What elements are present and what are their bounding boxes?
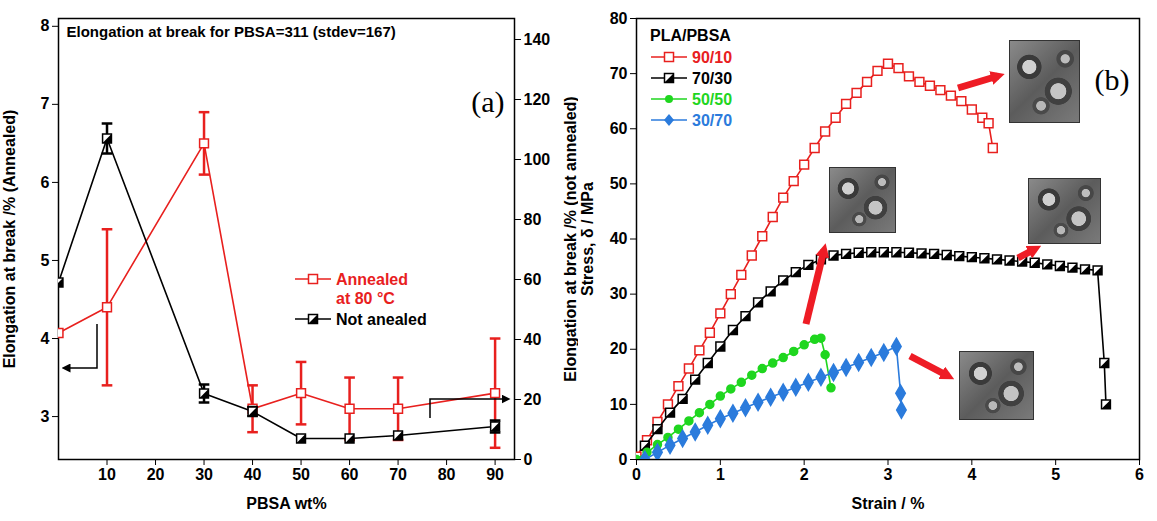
svg-text:Elongation at break /% (not an: Elongation at break /% (not annealed)	[562, 96, 579, 381]
html-text:PLA/PBSA: PLA/PBSA	[650, 27, 731, 44]
svg-text:2: 2	[800, 466, 809, 483]
svg-text:PBSA wt%: PBSA wt%	[246, 495, 326, 512]
html-text:30/70: 30/70	[692, 112, 732, 129]
svg-text:(b): (b)	[1095, 63, 1130, 97]
svg-text:4: 4	[967, 466, 976, 483]
svg-text:Strain / %: Strain / %	[852, 495, 925, 512]
svg-text:60: 60	[524, 271, 542, 288]
svg-text:40: 40	[610, 230, 628, 247]
html-text:Not anealed: Not anealed	[336, 311, 427, 328]
svg-text:8: 8	[41, 17, 50, 34]
svg-text:10: 10	[610, 395, 628, 412]
html-text:Annealed at 80 °C: Annealed at 80 °C	[336, 271, 408, 307]
svg-text:3: 3	[41, 408, 50, 425]
svg-text:0: 0	[524, 451, 533, 468]
svg-text:40: 40	[244, 466, 262, 483]
svg-text:80: 80	[610, 10, 628, 27]
svg-text:30: 30	[610, 285, 628, 302]
svg-text:50: 50	[610, 175, 628, 192]
svg-text:(a): (a)	[471, 85, 504, 119]
svg-text:60: 60	[341, 466, 359, 483]
svg-text:140: 140	[524, 31, 551, 48]
svg-text:40: 40	[524, 331, 542, 348]
svg-text:20: 20	[147, 466, 165, 483]
svg-text:50: 50	[292, 466, 310, 483]
html-text:70/30: 70/30	[692, 70, 732, 87]
svg-text:6: 6	[41, 174, 50, 191]
svg-text:80: 80	[438, 466, 456, 483]
svg-text:Elongation at break /% (Anneal: Elongation at break /% (Annealed)	[1, 110, 18, 369]
svg-text:0: 0	[619, 451, 628, 468]
svg-text:5: 5	[1051, 466, 1060, 483]
svg-text:3: 3	[884, 466, 893, 483]
svg-text:70: 70	[389, 466, 407, 483]
html-text:50/50: 50/50	[692, 91, 732, 108]
svg-text:70: 70	[610, 65, 628, 82]
svg-text:Elongation at break for PBSA=3: Elongation at break for PBSA=311 (stdev=…	[67, 23, 396, 40]
svg-text:4: 4	[41, 330, 50, 347]
svg-text:80: 80	[524, 211, 542, 228]
svg-text:20: 20	[524, 391, 542, 408]
svg-text:100: 100	[524, 151, 551, 168]
svg-text:0: 0	[632, 466, 641, 483]
svg-text:10: 10	[98, 466, 116, 483]
svg-text:Stress, δ / MPa: Stress, δ / MPa	[579, 182, 596, 296]
svg-text:20: 20	[610, 340, 628, 357]
svg-text:6: 6	[1135, 466, 1144, 483]
svg-text:30: 30	[195, 466, 213, 483]
html-text:90/10: 90/10	[692, 49, 732, 66]
svg-text:120: 120	[524, 91, 551, 108]
svg-text:1: 1	[716, 466, 725, 483]
svg-text:90: 90	[486, 466, 504, 483]
svg-text:60: 60	[610, 120, 628, 137]
svg-text:5: 5	[41, 252, 50, 269]
svg-text:7: 7	[41, 95, 50, 112]
